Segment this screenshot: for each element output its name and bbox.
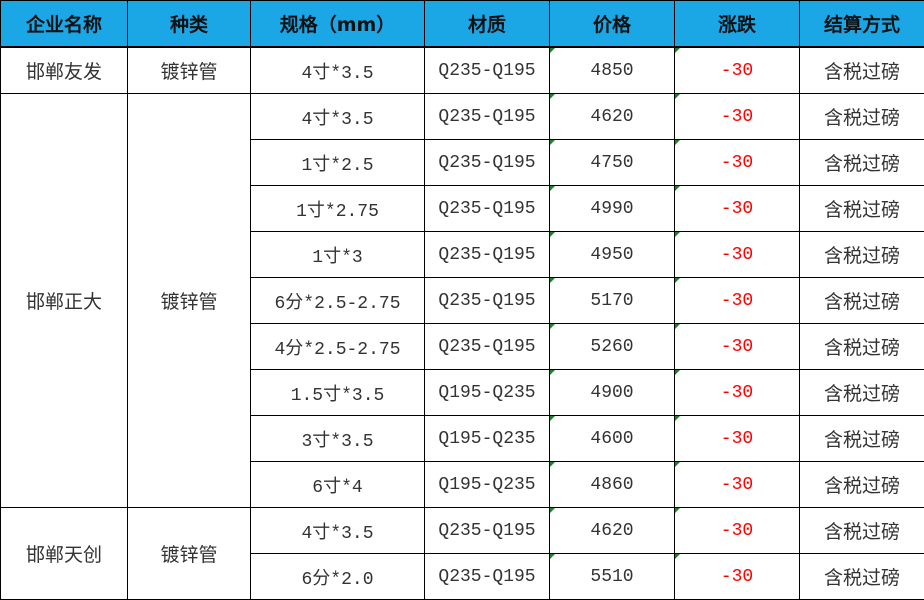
price-cell: 5170 (550, 278, 675, 324)
price-cell: 4950 (550, 232, 675, 278)
spec-cell: 1寸*2.75 (251, 186, 425, 232)
price-cell: 4620 (550, 508, 675, 554)
header-type: 种类 (128, 1, 251, 48)
type-cell: 镀锌管 (128, 47, 251, 94)
settlement-cell: 含税过磅 (800, 416, 924, 462)
price-cell: 4850 (550, 47, 675, 94)
header-price: 价格 (550, 1, 675, 48)
header-spec: 规格（mm） (251, 1, 425, 48)
type-cell: 镀锌管 (128, 508, 251, 600)
material-cell: Q195-Q235 (425, 370, 550, 416)
price-cell: 5260 (550, 324, 675, 370)
header-material: 材质 (425, 1, 550, 48)
spec-cell: 4分*2.5-2.75 (251, 324, 425, 370)
header-settlement: 结算方式 (800, 1, 924, 48)
price-cell: 4990 (550, 186, 675, 232)
settlement-cell: 含税过磅 (800, 94, 924, 140)
settlement-cell: 含税过磅 (800, 278, 924, 324)
spec-cell: 1.5寸*3.5 (251, 370, 425, 416)
header-company: 企业名称 (1, 1, 128, 48)
settlement-cell: 含税过磅 (800, 47, 924, 94)
spec-cell: 4寸*3.5 (251, 94, 425, 140)
change-cell: -30 (675, 186, 800, 232)
spec-cell: 3寸*3.5 (251, 416, 425, 462)
change-cell: -30 (675, 324, 800, 370)
change-cell: -30 (675, 232, 800, 278)
company-cell: 邯郸天创 (1, 508, 128, 600)
company-cell: 邯郸正大 (1, 94, 128, 508)
settlement-cell: 含税过磅 (800, 370, 924, 416)
header-row: 企业名称 种类 规格（mm） 材质 价格 涨跌 结算方式 (1, 1, 924, 48)
change-cell: -30 (675, 508, 800, 554)
material-cell: Q235-Q195 (425, 140, 550, 186)
type-cell: 镀锌管 (128, 94, 251, 508)
spec-cell: 6寸*4 (251, 462, 425, 508)
header-change: 涨跌 (675, 1, 800, 48)
change-cell: -30 (675, 94, 800, 140)
spec-cell: 1寸*3 (251, 232, 425, 278)
change-cell: -30 (675, 278, 800, 324)
price-cell: 4600 (550, 416, 675, 462)
settlement-cell: 含税过磅 (800, 232, 924, 278)
material-cell: Q235-Q195 (425, 94, 550, 140)
settlement-cell: 含税过磅 (800, 462, 924, 508)
change-cell: -30 (675, 416, 800, 462)
change-cell: -30 (675, 370, 800, 416)
material-cell: Q195-Q235 (425, 462, 550, 508)
spec-cell: 6分*2.5-2.75 (251, 278, 425, 324)
settlement-cell: 含税过磅 (800, 508, 924, 554)
price-cell: 4900 (550, 370, 675, 416)
material-cell: Q235-Q195 (425, 554, 550, 600)
change-cell: -30 (675, 140, 800, 186)
company-cell: 邯郸友发 (1, 47, 128, 94)
spec-cell: 4寸*3.5 (251, 508, 425, 554)
price-cell: 5510 (550, 554, 675, 600)
material-cell: Q235-Q195 (425, 508, 550, 554)
settlement-cell: 含税过磅 (800, 324, 924, 370)
price-cell: 4750 (550, 140, 675, 186)
change-cell: -30 (675, 462, 800, 508)
settlement-cell: 含税过磅 (800, 140, 924, 186)
change-cell: -30 (675, 554, 800, 600)
spec-cell: 1寸*2.5 (251, 140, 425, 186)
change-cell: -30 (675, 47, 800, 94)
settlement-cell: 含税过磅 (800, 554, 924, 600)
material-cell: Q235-Q195 (425, 324, 550, 370)
spec-cell: 6分*2.0 (251, 554, 425, 600)
price-cell: 4620 (550, 94, 675, 140)
price-cell: 4860 (550, 462, 675, 508)
material-cell: Q235-Q195 (425, 278, 550, 324)
material-cell: Q235-Q195 (425, 186, 550, 232)
material-cell: Q235-Q195 (425, 232, 550, 278)
material-cell: Q235-Q195 (425, 47, 550, 94)
settlement-cell: 含税过磅 (800, 186, 924, 232)
spec-cell: 4寸*3.5 (251, 47, 425, 94)
material-cell: Q195-Q235 (425, 416, 550, 462)
